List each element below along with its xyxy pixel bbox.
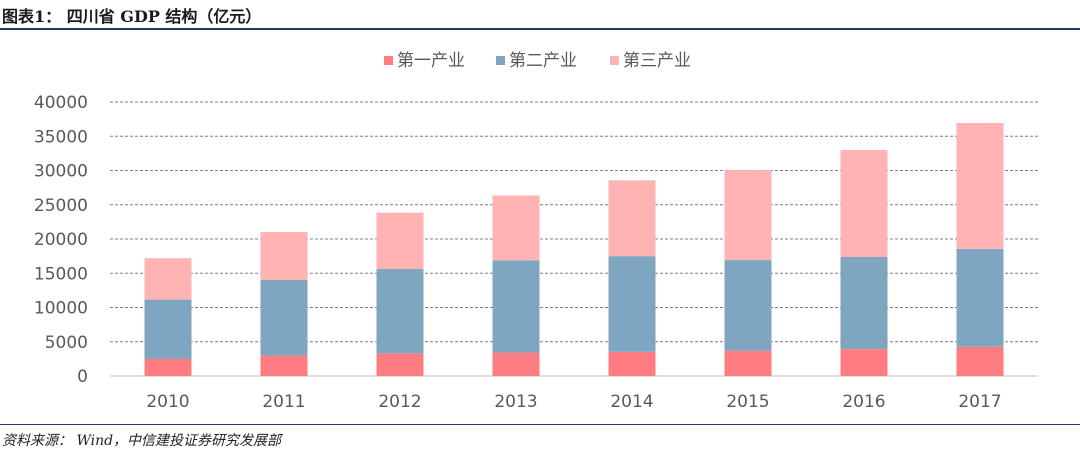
bar-segment-2-2012 [376, 268, 424, 354]
figure-title: 图表1： 四川省 GDP 结构（亿元） [2, 7, 262, 26]
x-tick-label: 2013 [494, 392, 537, 412]
legend-label: 第三产业 [623, 51, 691, 71]
footer-rule [0, 424, 1080, 425]
legend-swatch [384, 56, 393, 65]
legend-swatch [610, 56, 619, 65]
x-tick-label: 2016 [842, 392, 885, 412]
chart-area: 第一产业 第二产业 第三产业 0 5000 10000 15000 20000 25000 30… [0, 30, 1080, 425]
bar-segment-3-2015 [724, 170, 772, 261]
x-tick-label: 2014 [610, 392, 653, 412]
y-axis: 0 5000 10000 15000 20000 25000 30000 35000 40000 [34, 93, 88, 387]
bar-segment-3-2011 [260, 231, 308, 281]
bar-segment-3-2012 [376, 212, 424, 269]
bar-segment-3-2010 [144, 258, 192, 300]
bar-segment-2-2013 [492, 260, 540, 353]
bars [144, 122, 1004, 376]
x-tick-label: 2010 [146, 392, 189, 412]
legend-label: 第二产业 [509, 51, 577, 71]
y-tick-label: 40000 [34, 93, 88, 113]
legend-swatch [496, 56, 505, 65]
bar-segment-1-2011 [260, 355, 308, 376]
x-tick-label: 2011 [262, 392, 305, 412]
y-tick-label: 25000 [34, 196, 88, 216]
bar-segment-1-2012 [376, 353, 424, 376]
header-rule [0, 28, 1080, 30]
y-tick-label: 35000 [34, 127, 88, 147]
bar-segment-2-2017 [956, 248, 1004, 347]
bar-segment-1-2016 [840, 349, 888, 376]
bar-segment-1-2013 [492, 352, 540, 376]
bar-segment-2-2016 [840, 256, 888, 350]
x-tick-label: 2015 [726, 392, 769, 412]
bar-segment-2-2010 [144, 299, 192, 359]
bar-segment-2-2011 [260, 280, 308, 356]
bar-segment-3-2013 [492, 195, 540, 261]
legend: 第一产业 第二产业 第三产业 [384, 51, 691, 71]
stacked-bar-chart: 第一产业 第二产业 第三产业 0 5000 10000 15000 20000 25000 30… [34, 51, 1038, 412]
x-axis: 2010 2011 2012 2013 2014 2015 2016 2017 [146, 392, 1001, 412]
bar-segment-2-2014 [608, 256, 656, 352]
y-tick-label: 20000 [34, 230, 88, 250]
y-tick-label: 15000 [34, 264, 88, 284]
bar-segment-1-2015 [724, 350, 772, 376]
bar-segment-3-2016 [840, 150, 888, 257]
source-note: 资料来源： Wind，中信建投证券研究发展部 [2, 433, 282, 449]
legend-label: 第一产业 [397, 51, 465, 71]
figure-header: 图表1： 四川省 GDP 结构（亿元） [0, 0, 1080, 30]
bar-segment-1-2014 [608, 351, 656, 376]
y-tick-label: 30000 [34, 162, 88, 182]
y-tick-label: 5000 [45, 333, 88, 353]
y-tick-label: 0 [77, 367, 88, 387]
bar-segment-3-2017 [956, 122, 1004, 249]
bar-segment-3-2014 [608, 180, 656, 257]
bar-segment-1-2010 [144, 358, 192, 376]
bar-segment-2-2015 [724, 260, 772, 351]
gridlines [110, 101, 1038, 377]
x-tick-label: 2017 [958, 392, 1001, 412]
x-tick-label: 2012 [378, 392, 421, 412]
y-tick-label: 10000 [34, 299, 88, 319]
bar-segment-1-2017 [956, 346, 1004, 376]
